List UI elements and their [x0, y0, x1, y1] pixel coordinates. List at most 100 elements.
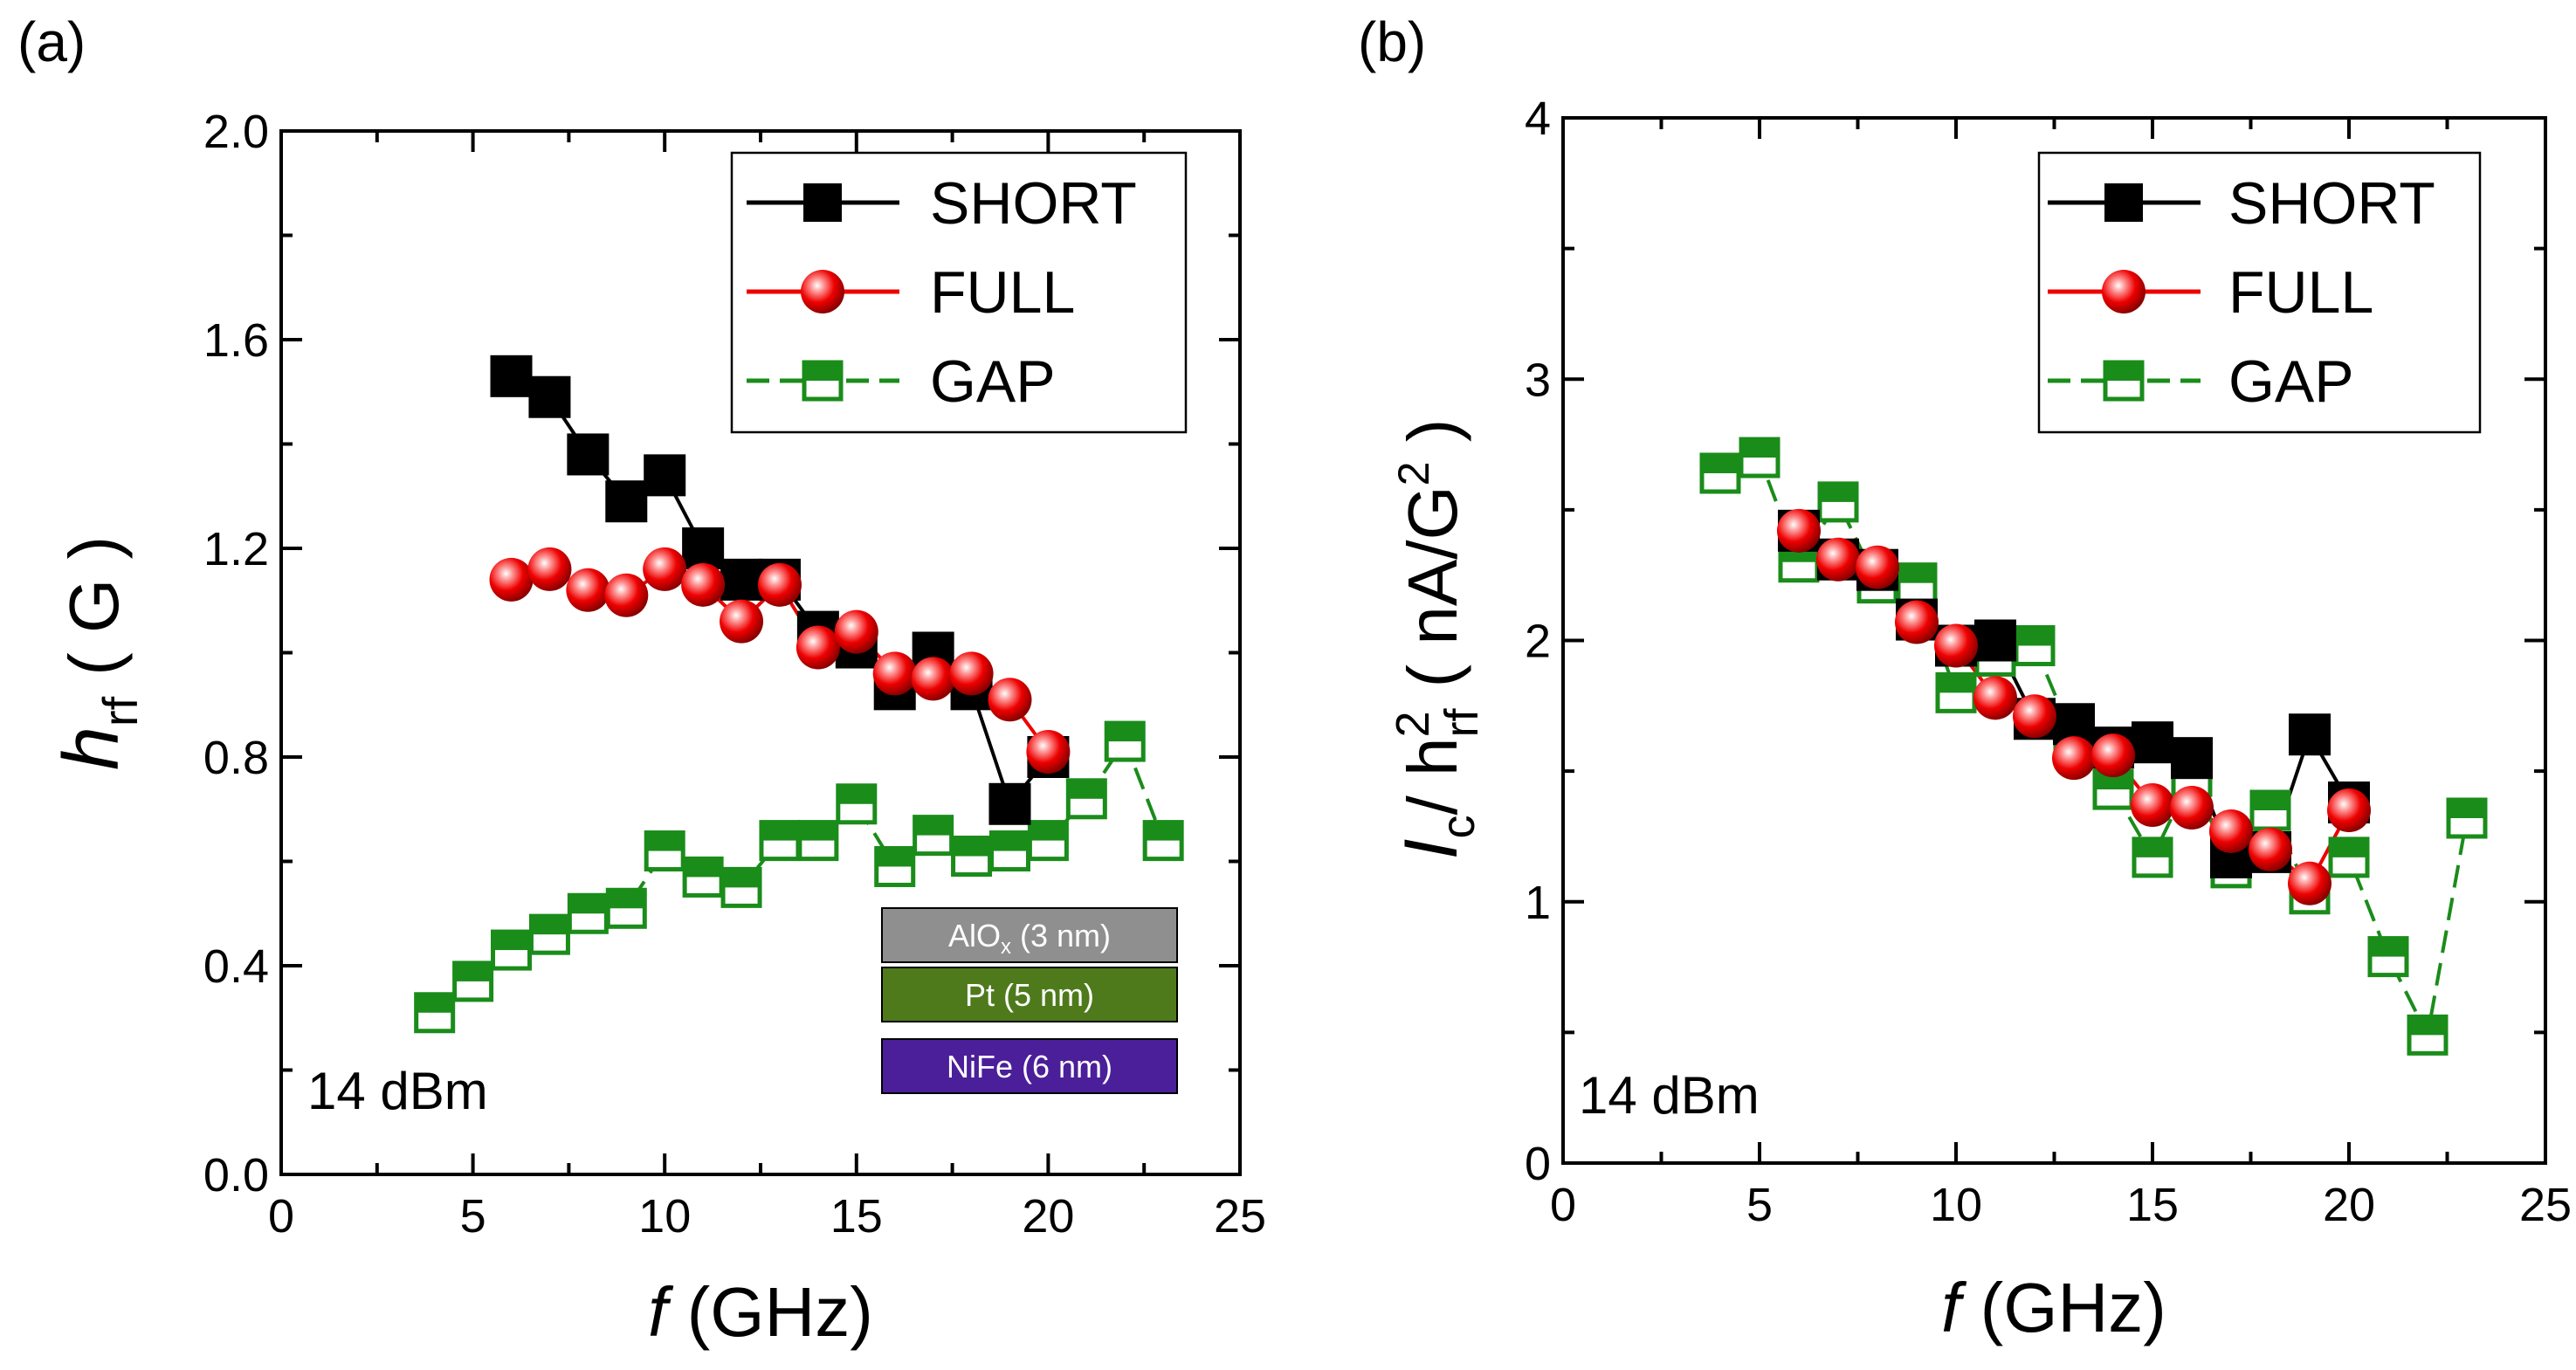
panel-b-x-axis-unit: (GHz): [1960, 1269, 2166, 1346]
layer-alox-box: [881, 907, 1178, 963]
panel-a-gap-marker-fill: [953, 837, 990, 857]
panel-a-full-marker: [911, 657, 955, 701]
panel-b-gap-marker-fill: [2409, 1016, 2446, 1036]
panel-b-gap-marker: [2367, 936, 2409, 978]
panel-b-x-tick-label: 25: [2519, 1179, 2572, 1231]
panel-b-gap-marker: [1817, 481, 1859, 523]
panel-b-legend-label-short: SHORT: [2228, 170, 2435, 237]
panel-b-full-marker: [1973, 676, 2017, 720]
panel-a-full-marker: [720, 599, 764, 644]
panel-b-gap-marker-fill: [1741, 439, 1778, 458]
panel-a-gap-marker-fill: [876, 848, 913, 867]
panel-b-y-tick-label: 2: [1525, 616, 1551, 668]
panel-b-legend-marker-short: [2104, 183, 2143, 222]
panel-b-gap-marker-fill: [2095, 771, 2132, 790]
panel-b-short-marker: [2132, 721, 2173, 764]
panel-a-legend-marker-full: [801, 270, 844, 313]
panel-a-y-tick-label: 0.0: [203, 1149, 269, 1201]
panel-b-legend-label-full: FULL: [2228, 259, 2373, 326]
panel-b-y-tick-label: 0: [1525, 1138, 1551, 1190]
layer-pt-label: Pt (5 nm): [965, 977, 1094, 1013]
panel-b-legend-marker-gap-fill: [2105, 362, 2142, 381]
panel-b-y-axis-sup: 2: [1387, 711, 1439, 737]
panel-b-full-marker: [2170, 786, 2214, 830]
layer-nife-box: [881, 1038, 1178, 1094]
panel-a-short-marker: [605, 480, 648, 523]
panel-a-gap-marker-fill: [416, 994, 453, 1013]
panel-a-full-marker: [1026, 730, 1071, 774]
panel-a-full-marker: [527, 547, 572, 591]
panel-b-x-tick-label: 0: [1550, 1179, 1576, 1231]
panel-b-full-marker: [2052, 736, 2096, 781]
panel-a-full-marker: [834, 609, 878, 654]
panel-b-full-marker: [2288, 861, 2331, 905]
panel-a-x-axis-title: f (GHz): [648, 1273, 873, 1351]
panel-a-y-axis-sub: rf: [93, 696, 148, 726]
panel-b-gap-marker: [2407, 1014, 2449, 1056]
panel-a-gap-marker-fill: [454, 962, 492, 981]
panel-a-gap-marker: [836, 783, 878, 825]
panel-a-gap-marker: [1027, 820, 1069, 862]
panel-b-y-axis-unit: ( nA/G: [1394, 485, 1471, 687]
panel-b-x-tick-label: 10: [1930, 1179, 1982, 1231]
panel-a-gap-marker-fill: [799, 822, 837, 841]
panel-b-gap-marker-fill: [2370, 938, 2407, 957]
panel-a-gap-marker: [605, 887, 647, 929]
panel-a-gap-marker: [528, 913, 570, 955]
panel-b-full-marker: [2209, 809, 2253, 853]
panel-a-legend: SHORT FULL GAP: [730, 151, 1188, 434]
panel-a-gap-marker: [1065, 778, 1107, 820]
panel-a-x-tick-label: 0: [268, 1190, 294, 1243]
panel-b-ticks: [1561, 116, 2547, 1165]
layer-alox-main: AlO: [948, 918, 1001, 953]
panel-a-y-tick-label: 0.4: [203, 940, 269, 993]
panel-a-gap-marker-fill: [569, 895, 607, 914]
layer-pt-box: [881, 967, 1178, 1022]
layer-stack: AlOx (3 nm) Pt (5 nm) NiFe (6 nm): [881, 907, 1178, 1094]
panel-a-gap-marker: [988, 830, 1030, 872]
panel-a-x-tick-labels: 0 5 10 15 20 25: [268, 1190, 1266, 1243]
panel-a-y-tick-label: 2.0: [203, 106, 269, 158]
panel-a-gap-marker: [567, 892, 609, 934]
panel-b-y-tick-label: 4: [1525, 93, 1551, 145]
panel-b-full-marker: [2131, 783, 2174, 828]
panel-a-full-marker: [681, 562, 726, 607]
panel-a-gap-marker: [720, 866, 762, 908]
panel-b-full-marker: [1777, 508, 1821, 553]
panel-b-gap-marker: [2132, 836, 2173, 878]
panel-a-y-axis-title: hrf ( G ): [48, 536, 148, 770]
panel-b-y-axis-sub2: rf: [1436, 707, 1488, 737]
panel-a-gap-marker-fill: [1106, 723, 1144, 742]
panel-b-short-marker: [2289, 713, 2331, 756]
panel-a-x-tick-label: 20: [1022, 1190, 1074, 1243]
panel-b-full-marker: [2249, 827, 2292, 871]
panel-b-x-tick-label: 5: [1746, 1179, 1773, 1231]
panel-b-full-marker: [2327, 788, 2371, 833]
panel-a-y-tick-labels: 0.0 0.4 0.8 1.2 1.6 2.0: [203, 106, 269, 1201]
panel-a-full-marker: [604, 573, 649, 617]
panel-b-legend-label-gap: GAP: [2228, 348, 2354, 415]
panel-a-full-marker: [988, 678, 1032, 722]
panel-b-y-axis-title: Ic/ h2rf( nA/G2 ): [1387, 419, 1488, 860]
panel-a-full-marker: [566, 568, 610, 612]
panel-b-gap-marker-fill: [2252, 792, 2289, 811]
panel-a-full-marker: [796, 625, 840, 670]
panel-a-full-marker: [643, 547, 687, 591]
panel-a-short-marker: [567, 433, 610, 476]
panel-a-gap-marker: [797, 820, 839, 862]
panel-a-gap-marker-fill: [646, 832, 684, 851]
panel-b-y-axis-sub: c: [1432, 815, 1484, 838]
panel-b-gap-marker-fill: [2331, 838, 2367, 857]
panel-a-legend-marker-short: [803, 183, 842, 222]
panel-a-x-axis-unit: (GHz): [667, 1273, 873, 1351]
panel-b-full-marker: [1895, 600, 1939, 644]
panel-b-gap-marker: [1896, 562, 1938, 604]
panel-b-x-tick-label: 15: [2126, 1179, 2179, 1231]
panel-a-legend-label-full: FULL: [930, 259, 1075, 326]
panel-a-gap-marker-fill: [1145, 822, 1182, 841]
panel-b-gap-marker: [2014, 624, 2056, 666]
panel-a-legend-label-short: SHORT: [930, 170, 1137, 237]
layer-alox-label: AlOx (3 nm): [948, 918, 1111, 959]
panel-a-gap-marker-fill: [837, 785, 875, 804]
